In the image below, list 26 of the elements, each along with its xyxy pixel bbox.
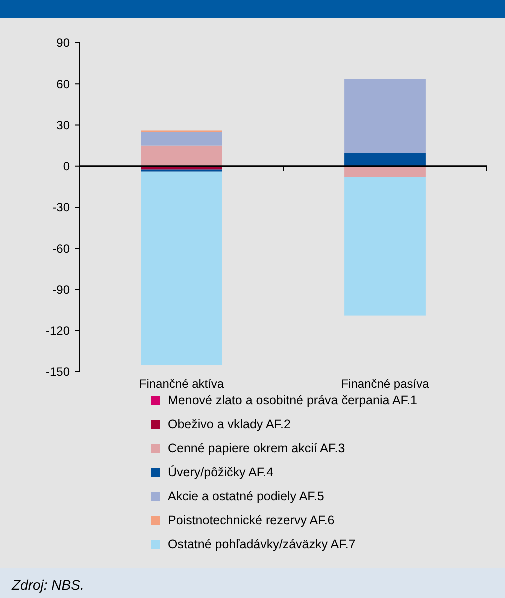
y-tick-label: 60 [56, 77, 70, 92]
legend-label: Akcie a ostatné podiely AF.5 [168, 489, 324, 504]
bar [141, 146, 222, 166]
bar [344, 177, 426, 316]
text: Zdroj: NBS. [11, 577, 84, 593]
legend-label: Obeživo a vklady AF.2 [168, 417, 292, 432]
bar [344, 79, 426, 154]
x-tick-label: Finančné aktíva [139, 377, 224, 391]
legend-label: Ostatné pohľadávky/záväzky AF.7 [168, 537, 356, 552]
x-tick-label: Finančné pasíva [341, 377, 430, 391]
y-tick-label: -60 [52, 242, 70, 256]
y-tick-label: 90 [56, 36, 70, 50]
y-tick-label: 30 [56, 118, 70, 132]
legend-label: Cenné papiere okrem akcií AF.3 [168, 441, 346, 456]
legend-label: Úvery/pôžičky AF.4 [168, 465, 274, 480]
bar [141, 132, 222, 146]
y-tick-label: -90 [52, 282, 70, 297]
bar [141, 172, 222, 366]
legend-label: Menové zlato a osobitné práva čerpania AF.1 [168, 393, 418, 408]
legend-label: Poistnotechnické rezervy AF.6 [168, 513, 335, 528]
y-tick-label: -150 [46, 365, 70, 380]
bar [344, 166, 426, 178]
bar [344, 153, 426, 166]
y-tick-label: 0 [63, 160, 70, 174]
y-tick-label: -30 [52, 200, 70, 215]
y-tick-label: -120 [46, 324, 70, 338]
